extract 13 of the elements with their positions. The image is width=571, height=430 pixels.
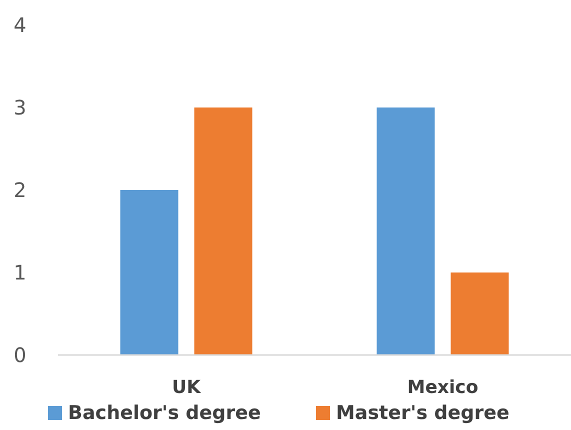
bar [194,108,252,355]
bar [450,272,509,355]
y-tick-label: 4 [14,13,26,37]
legend-label: Bachelor's degree [68,402,261,424]
bar [376,108,435,355]
legend-label: Master's degree [336,402,510,424]
x-tick-label: UK [172,377,202,398]
y-tick-label: 2 [14,178,26,202]
y-tick-label: 0 [14,343,26,367]
y-tick-label: 3 [14,96,26,120]
x-tick-label: Mexico [407,377,478,398]
bar [120,190,178,355]
y-tick-label: 1 [14,260,26,284]
